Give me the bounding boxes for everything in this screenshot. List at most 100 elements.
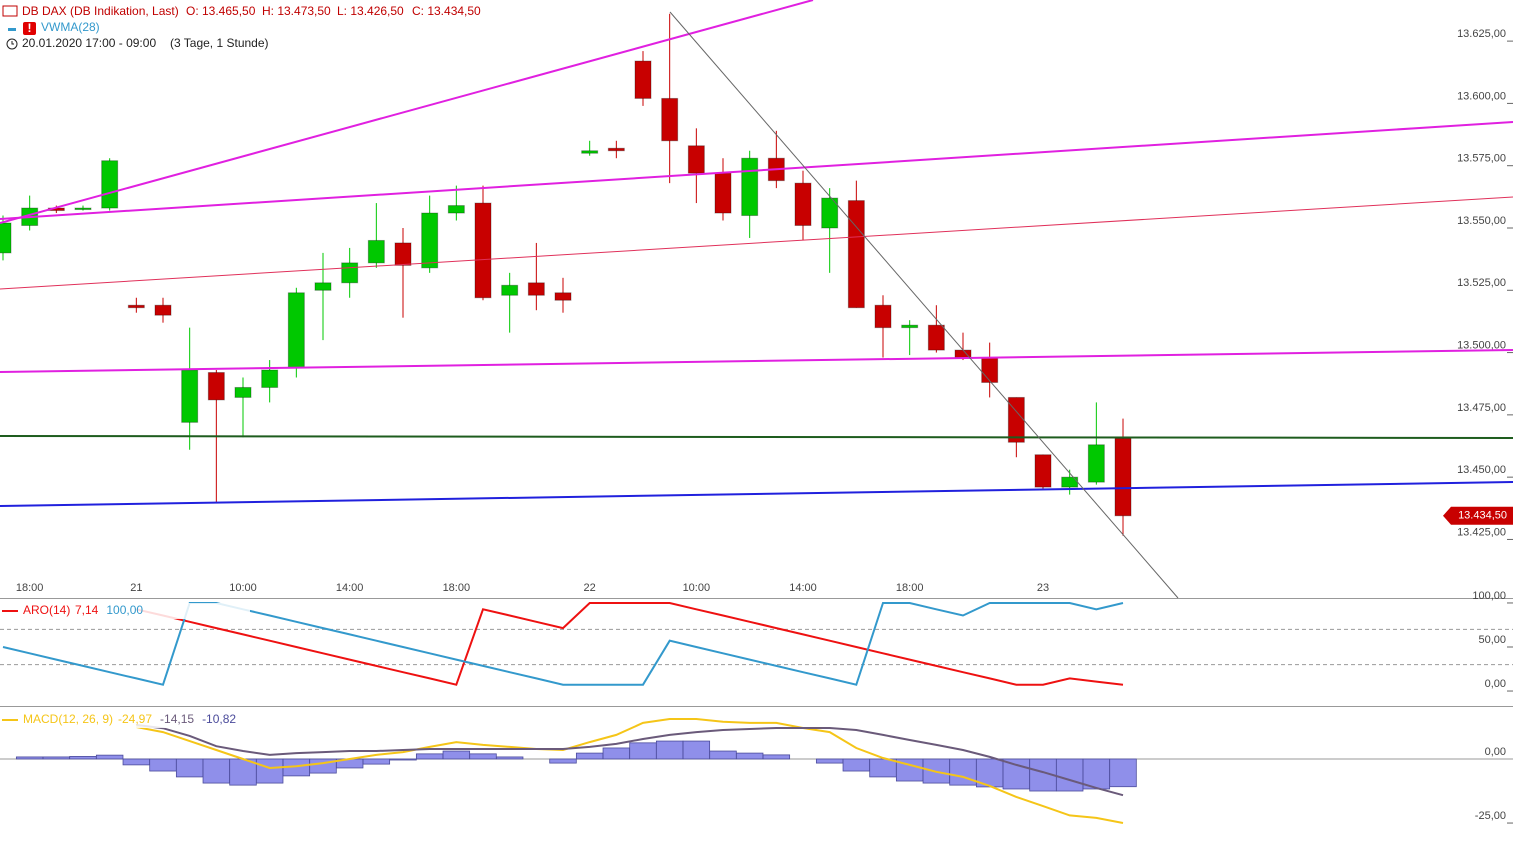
y-tick-label: 13.425,00	[1457, 526, 1506, 538]
histogram-bar	[655, 740, 684, 760]
candle-body	[234, 386, 252, 398]
chart-title: DB DAX (DB Indikation, Last)	[22, 4, 179, 18]
candle-body	[927, 324, 945, 351]
candle-body	[554, 292, 572, 301]
clock-icon	[6, 38, 18, 50]
candle-body	[154, 304, 172, 316]
histogram-bar	[815, 758, 844, 764]
candle-body	[1007, 396, 1025, 443]
histogram-bar	[762, 754, 791, 760]
support-line	[0, 481, 1513, 507]
candle-body	[874, 304, 892, 329]
histogram-bar	[735, 752, 764, 760]
price-tag	[1443, 506, 1513, 525]
histogram-bar	[869, 758, 897, 778]
candle-body	[0, 222, 12, 254]
candle-body	[901, 324, 919, 329]
histogram-bar	[15, 756, 44, 760]
candle-body	[314, 282, 332, 291]
candle-body	[661, 97, 679, 142]
ohlc-label: L: 13.426,50	[337, 4, 404, 18]
legend-value: -10,82	[202, 712, 236, 726]
candle-body	[794, 182, 812, 226]
warning-icon	[23, 22, 36, 35]
trend-line	[0, 349, 1513, 373]
x-tick-label: 18:00	[443, 582, 471, 594]
x-tick-label: 10:00	[229, 582, 257, 594]
trend-line	[0, 196, 1513, 290]
candle-body	[581, 150, 599, 154]
y-tick-label: 13.550,00	[1457, 215, 1506, 227]
x-tick-label: 10:00	[683, 582, 711, 594]
clock-hands	[11, 41, 14, 45]
candle-body	[287, 292, 305, 369]
trend-line	[0, 121, 1513, 220]
y-tick-label: 13.525,00	[1457, 277, 1506, 289]
indicator-line	[136, 723, 1124, 797]
candle-body	[101, 160, 119, 209]
y-tick-label: 0,00	[1485, 746, 1506, 758]
histogram-bar	[122, 758, 151, 766]
x-tick-label: 22	[584, 582, 596, 594]
candle-body	[634, 60, 652, 99]
histogram-bar	[469, 753, 497, 760]
trend-line	[669, 11, 1179, 599]
indicator-line	[136, 602, 1124, 686]
trend-line	[0, 0, 814, 224]
candle-body	[74, 207, 92, 211]
histogram-bar	[949, 758, 977, 786]
histogram-bar	[175, 758, 204, 778]
price-tag-label: 13.434,50	[1458, 510, 1507, 522]
histogram-bar	[709, 750, 737, 760]
candle-body	[607, 147, 625, 152]
period: (3 Tage, 1 Stunde)	[170, 36, 269, 50]
ohlc-label: C: 13.434,50	[412, 4, 481, 18]
histogram-bar	[682, 740, 711, 760]
candle-body	[341, 262, 359, 284]
histogram-bar	[202, 758, 231, 784]
legend-bg	[0, 603, 250, 619]
y-tick-label: 13.575,00	[1457, 153, 1506, 165]
histogram-bar	[362, 758, 391, 765]
candle-body	[127, 304, 145, 309]
candle-body	[687, 145, 705, 174]
overlay: 13.434,50 ARO(14) 7,14 100,00 MACD(12, 26, 9…	[0, 506, 1513, 728]
histogram-bar	[69, 756, 97, 760]
histogram-bar	[629, 742, 657, 760]
plot-area: 13.625,00 13.600,00 13.575,00 13.550,00 13.5…	[0, 13, 1513, 824]
histogram-bar	[495, 756, 524, 760]
drawings	[0, 0, 1513, 599]
x-tick-label: 21	[130, 582, 142, 594]
candle-body	[447, 205, 465, 214]
y-tick-label: 13.450,00	[1457, 464, 1506, 476]
subtitle: 20.01.2020 17:00 - 09:00	[22, 36, 156, 50]
x-tick-label: 14:00	[789, 582, 817, 594]
candle-body	[421, 212, 439, 269]
y-tick-label: -25,00	[1475, 810, 1506, 822]
histogram-bar	[255, 758, 284, 784]
indicator-line	[136, 718, 1124, 824]
legend-value: 100,00	[106, 603, 143, 617]
support-line	[0, 435, 1513, 439]
histogram-bar	[1002, 758, 1031, 790]
legend-value: 7,14	[75, 603, 99, 617]
candle-body	[474, 202, 492, 299]
candle-body	[207, 372, 225, 401]
candle-body	[821, 197, 839, 229]
y-tick-label: 50,00	[1478, 634, 1506, 646]
histogram-bar	[42, 756, 71, 760]
chart-icon	[2, 5, 18, 17]
histogram-bar	[389, 758, 417, 761]
histogram-bar	[549, 758, 577, 764]
x-tick-label: 18:00	[896, 582, 924, 594]
warning-mark: !	[28, 21, 32, 35]
y-tick-label: 13.600,00	[1457, 90, 1506, 102]
candle-body	[1087, 444, 1105, 483]
candle-body	[1061, 476, 1079, 488]
candle-body	[1114, 438, 1132, 517]
legend-swatch	[8, 28, 16, 31]
x-tick-label: 23	[1037, 582, 1049, 594]
histogram-bar	[602, 747, 631, 760]
